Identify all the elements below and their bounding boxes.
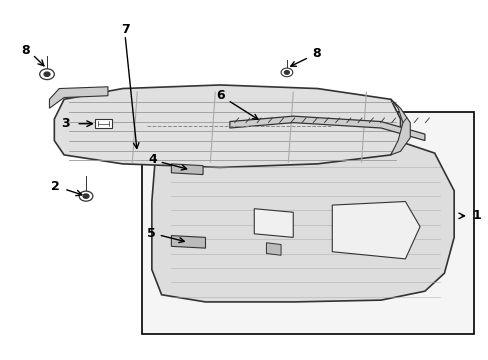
Text: 6: 6 xyxy=(216,89,257,119)
Circle shape xyxy=(40,69,54,80)
Polygon shape xyxy=(171,164,203,175)
Polygon shape xyxy=(229,116,424,140)
Polygon shape xyxy=(390,99,409,155)
Circle shape xyxy=(281,68,292,77)
Polygon shape xyxy=(152,128,453,302)
Circle shape xyxy=(284,71,289,74)
Circle shape xyxy=(44,72,50,76)
Polygon shape xyxy=(331,202,419,259)
FancyBboxPatch shape xyxy=(142,112,473,334)
Circle shape xyxy=(79,191,93,201)
Polygon shape xyxy=(171,235,205,248)
FancyBboxPatch shape xyxy=(95,120,112,128)
Text: 3: 3 xyxy=(61,117,69,130)
Circle shape xyxy=(83,194,89,198)
Polygon shape xyxy=(254,209,293,237)
Text: 5: 5 xyxy=(147,226,184,243)
Polygon shape xyxy=(54,85,400,167)
Text: 8: 8 xyxy=(290,47,320,66)
Polygon shape xyxy=(49,87,108,108)
Text: 1: 1 xyxy=(471,210,480,222)
Polygon shape xyxy=(266,243,281,255)
Text: 2: 2 xyxy=(51,180,60,193)
Text: 7: 7 xyxy=(121,23,129,36)
Text: 4: 4 xyxy=(148,153,186,170)
Text: 8: 8 xyxy=(21,44,30,57)
